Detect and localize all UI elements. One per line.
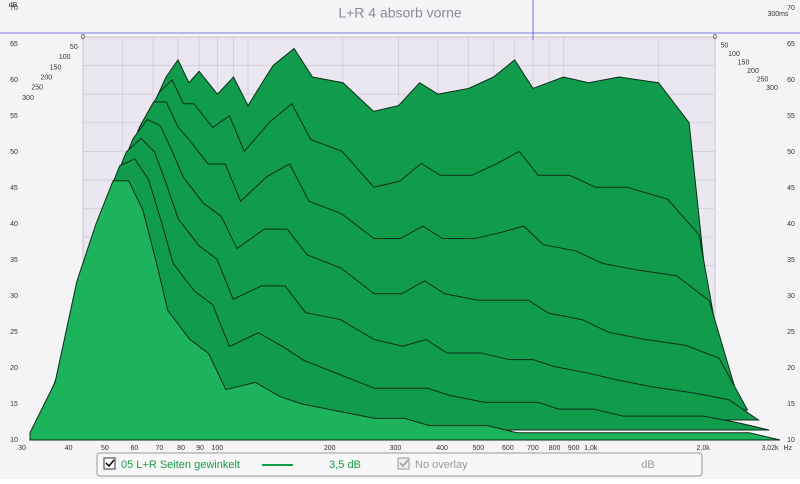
y-tick-label: 60 [10, 77, 18, 84]
x-tick-label: 100 [211, 445, 223, 452]
x-tick-label: 500 [472, 445, 484, 452]
y-tick-label-right: 45 [787, 185, 795, 192]
y-tick-label: 40 [10, 221, 18, 228]
legend-offset: 3,5 dB [329, 459, 361, 471]
overlay-checkbox[interactable] [397, 457, 410, 470]
x-tick-label: 70 [156, 445, 164, 452]
y-tick-label: 10 [10, 437, 18, 444]
time-tick-label-right: 50 [721, 42, 729, 49]
time-tick-label: 150 [50, 64, 62, 71]
time-tick-label-right: 150 [738, 59, 750, 66]
x-tick-label: 400 [436, 445, 448, 452]
labels: 10 10 15 15 20 20 25 25 30 30 35 35 40 40 45 45 50 50 55 55… [10, 5, 795, 452]
time-tick-label: 200 [40, 75, 52, 82]
time-tick-label-right: 300 [766, 85, 778, 92]
y-tick-label-right: 35 [787, 257, 795, 264]
x-tick-label: 600 [502, 445, 514, 452]
overlay-label[interactable]: No overlay [415, 459, 468, 471]
x-tick-label: 300 [390, 445, 402, 452]
y-axis-label: dB [9, 2, 18, 9]
y-tick-label: 15 [10, 401, 18, 408]
x-tick-label: 30 [18, 445, 26, 452]
time-tick-label-right: 250 [757, 76, 769, 83]
check-mark [105, 459, 115, 468]
y-tick-label: 30 [10, 293, 18, 300]
time-end-label: 300ms [767, 11, 789, 18]
x-tick-label: 3,02k [761, 445, 779, 452]
y-tick-label: 35 [10, 257, 18, 264]
chart-title: L+R 4 absorb vorne [338, 5, 462, 21]
y-tick-label: 65 [10, 41, 18, 48]
x-tick-label: 900 [568, 445, 580, 452]
x-tick-label: 2,0k [697, 445, 711, 452]
slice [38, 158, 770, 431]
y-tick-label: 45 [10, 185, 18, 192]
y-tick-label-right: 25 [787, 329, 795, 336]
y-tick-label-right: 40 [787, 221, 795, 228]
time-tick-label: 250 [31, 85, 43, 92]
time-tick-label-right: 100 [728, 51, 740, 58]
time-tick-label: 300 [22, 95, 34, 102]
y-tick-label-right: 50 [787, 149, 795, 156]
y-tick-label: 25 [10, 329, 18, 336]
legend-bar: 05 L+R Seiten gewinkelt 3,5 dB No overla… [96, 452, 703, 477]
y-tick-label-right: 60 [787, 77, 795, 84]
x-axis-label: Hz [783, 445, 792, 452]
x-tick-label: 60 [131, 445, 139, 452]
checkbox[interactable] [103, 457, 116, 470]
overlay-unit: dB [641, 459, 654, 471]
legend-series-name: 05 L+R Seiten gewinkelt [121, 459, 240, 471]
y-tick-label-right: 70 [787, 5, 795, 12]
time-tick-label-right: 0 [713, 34, 717, 41]
y-tick-label-right: 10 [787, 437, 795, 444]
y-tick-label-right: 15 [787, 401, 795, 408]
slice [29, 180, 781, 441]
overlay-check-mark [399, 459, 409, 468]
x-tick-label: 90 [196, 445, 204, 452]
y-tick-label-right: 20 [787, 365, 795, 372]
x-tick-label: 200 [324, 445, 336, 452]
time-tick-label: 50 [70, 44, 78, 51]
x-tick-label: 800 [549, 445, 561, 452]
time-tick-label: 100 [59, 54, 71, 61]
y-tick-label: 55 [10, 113, 18, 120]
time-tick-label: 0 [81, 34, 85, 41]
x-tick-label: 40 [65, 445, 73, 452]
y-tick-label: 50 [10, 149, 18, 156]
y-tick-label-right: 65 [787, 41, 795, 48]
x-tick-label: 80 [177, 445, 185, 452]
y-tick-label: 20 [10, 365, 18, 372]
x-tick-label: 700 [527, 445, 539, 452]
y-tick-label: 70 [10, 5, 18, 12]
y-tick-label-right: 55 [787, 113, 795, 120]
y-tick-label-right: 30 [787, 293, 795, 300]
x-tick-label: 1,0k [584, 445, 598, 452]
time-tick-label-right: 200 [747, 68, 759, 75]
slices [29, 47, 781, 441]
x-tick-label: 50 [101, 445, 109, 452]
